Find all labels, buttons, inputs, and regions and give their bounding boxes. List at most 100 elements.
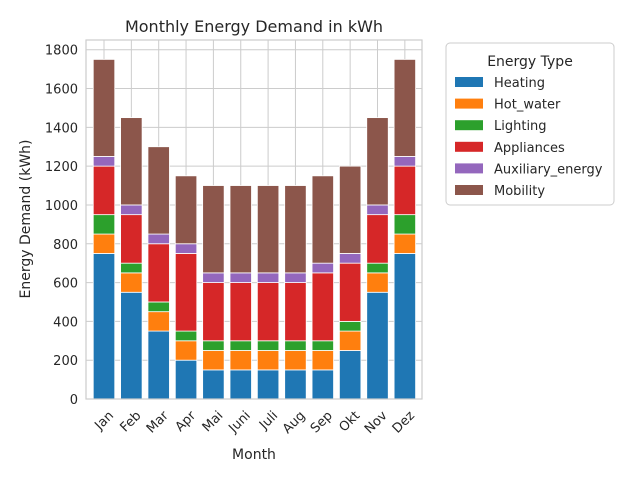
- bar-mobility-okt: [338, 165, 362, 254]
- bar-mobility-dez: [393, 59, 417, 157]
- y-tick-label: 400: [53, 315, 78, 330]
- bar-mobility-juni: [229, 185, 252, 274]
- bar-mobility-sep: [311, 175, 334, 264]
- legend-swatch-lighting: [455, 120, 483, 131]
- bar-heating-sep: [311, 369, 334, 400]
- y-tick-label: 200: [53, 354, 78, 369]
- bar-auxiliary-energy-juni: [229, 272, 252, 283]
- bar-appliances-aug: [284, 282, 307, 342]
- bar-heating-okt: [338, 350, 362, 400]
- bar-heating-feb: [120, 291, 143, 400]
- bar-mobility-aug: [284, 185, 307, 274]
- x-tick-label: Juli: [256, 408, 281, 433]
- bar-auxiliary-energy-juli: [256, 272, 280, 283]
- bar-appliances-feb: [120, 214, 143, 264]
- x-tick-label: Sep: [308, 408, 336, 436]
- bar-appliances-apr: [174, 253, 198, 332]
- bar-lighting-okt: [338, 320, 362, 332]
- bar-hot-water-dez: [393, 233, 417, 254]
- legend-swatch-auxiliary-energy: [455, 163, 483, 174]
- bar-lighting-jan: [92, 214, 116, 235]
- y-tick-label: 800: [53, 238, 78, 253]
- x-tick-label: Jan: [92, 408, 117, 433]
- y-tick-label: 1400: [45, 121, 78, 136]
- bar-hot-water-jan: [92, 233, 116, 254]
- bar-auxiliary-energy-dez: [393, 156, 417, 167]
- bar-auxiliary-energy-mai: [202, 272, 225, 283]
- y-tick-label: 1800: [45, 44, 78, 59]
- x-tick-label: Dez: [390, 408, 418, 436]
- legend-swatch-hot-water: [455, 98, 483, 109]
- x-tick-label: Juni: [226, 408, 254, 436]
- bar-auxiliary-energy-okt: [338, 253, 362, 264]
- legend-swatch-appliances: [455, 141, 483, 152]
- bar-lighting-sep: [311, 340, 334, 351]
- legend-swatch-heating: [455, 77, 483, 87]
- bar-mobility-apr: [174, 175, 198, 245]
- bar-appliances-juli: [256, 282, 280, 342]
- bar-heating-juni: [229, 369, 252, 400]
- legend-title: Energy Type: [487, 54, 573, 70]
- bar-auxiliary-energy-nov: [366, 204, 389, 216]
- bar-lighting-mar: [147, 301, 170, 313]
- bar-appliances-jan: [92, 165, 116, 216]
- bar-auxiliary-energy-jan: [92, 156, 116, 167]
- bar-lighting-dez: [393, 214, 417, 235]
- bar-mobility-juli: [256, 185, 280, 274]
- bar-lighting-apr: [174, 330, 198, 342]
- bar-heating-nov: [366, 291, 389, 400]
- bar-auxiliary-energy-aug: [284, 272, 307, 283]
- bar-mobility-mar: [147, 146, 170, 235]
- bar-heating-mar: [147, 330, 170, 400]
- bar-hot-water-juli: [256, 350, 280, 371]
- x-tick-label: Okt: [336, 408, 363, 435]
- bar-lighting-juli: [256, 340, 280, 351]
- x-tick-label: Feb: [118, 408, 145, 435]
- x-tick-label: Apr: [173, 408, 200, 435]
- bar-hot-water-apr: [174, 340, 198, 361]
- bar-appliances-dez: [393, 165, 417, 216]
- legend-label: Mobility: [494, 184, 545, 199]
- bar-heating-dez: [393, 253, 417, 400]
- bar-heating-aug: [284, 369, 307, 400]
- bar-hot-water-juni: [229, 350, 252, 371]
- legend-swatch-mobility: [455, 185, 483, 195]
- bar-hot-water-nov: [366, 272, 389, 293]
- bar-lighting-juni: [229, 340, 252, 351]
- bar-appliances-nov: [366, 214, 389, 264]
- bar-heating-jan: [92, 253, 116, 400]
- x-tick-label: Mai: [200, 408, 227, 435]
- bar-hot-water-mai: [202, 350, 225, 371]
- bar-appliances-mai: [202, 282, 225, 342]
- y-axis-label: Energy Demand (kWh): [18, 139, 34, 298]
- bar-heating-juli: [256, 369, 280, 400]
- bar-lighting-mai: [202, 340, 225, 351]
- x-axis-label: Month: [232, 447, 276, 463]
- legend: Energy Type Heating Hot_water Lighting Appl…: [445, 42, 615, 206]
- chart-title: Monthly Energy Demand in kWh: [125, 17, 383, 36]
- bar-auxiliary-energy-feb: [120, 204, 143, 216]
- legend-label: Auxiliary_energy: [494, 162, 603, 177]
- bar-auxiliary-energy-apr: [174, 243, 198, 254]
- bar-hot-water-sep: [311, 350, 334, 371]
- bar-mobility-feb: [120, 117, 143, 206]
- plot-frame: [85, 39, 423, 400]
- bar-mobility-mai: [202, 185, 225, 274]
- y-tick-label: 1000: [45, 199, 78, 214]
- bar-auxiliary-energy-mar: [147, 233, 170, 245]
- bar-heating-apr: [174, 359, 198, 400]
- y-tick-label: 1600: [45, 83, 78, 98]
- y-tick-labels: 0 200 400 600 800 1000 1200 1400 1600 1800: [45, 44, 78, 408]
- legend-label: Lighting: [494, 119, 547, 134]
- x-tick-label: Mar: [144, 408, 172, 436]
- bar-mobility-nov: [366, 117, 389, 206]
- x-tick-label: Nov: [362, 408, 391, 437]
- bar-appliances-okt: [338, 262, 362, 322]
- bar-hot-water-mar: [147, 311, 170, 332]
- bars: [92, 59, 417, 400]
- y-tick-label: 1200: [45, 160, 78, 175]
- bar-appliances-juni: [229, 282, 252, 342]
- bar-lighting-aug: [284, 340, 307, 351]
